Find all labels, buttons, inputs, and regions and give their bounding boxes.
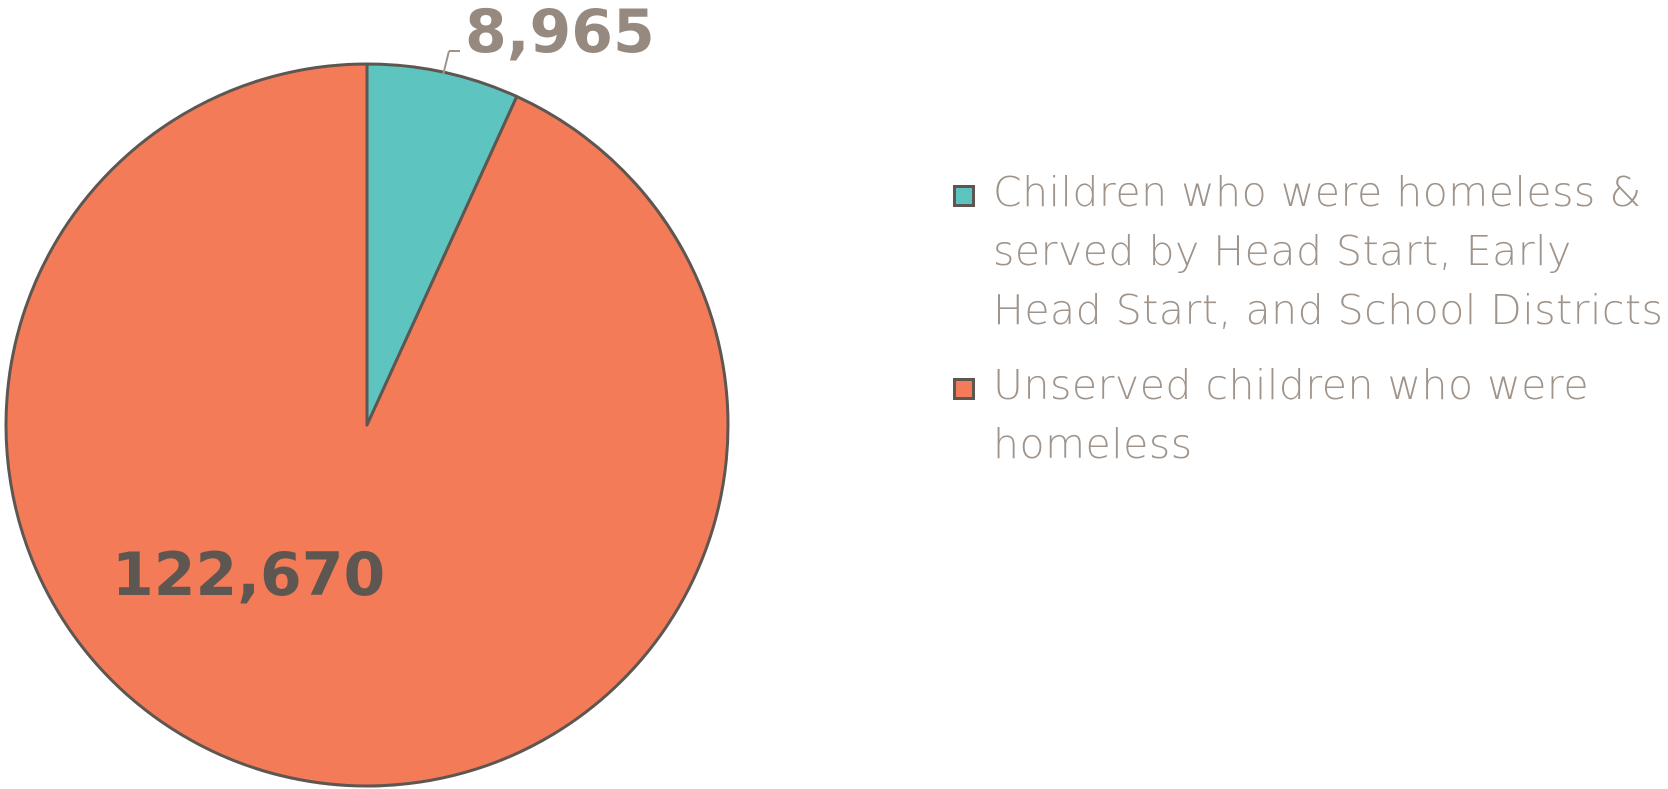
legend-item-unserved: Unserved children who were homeless (953, 356, 1665, 474)
pie-slice-unserved (4, 62, 730, 788)
legend-item-served: Children who were homeless & served by H… (953, 163, 1665, 340)
legend-swatch-unserved (953, 378, 975, 400)
data-label-served: 8,965 (465, 0, 655, 67)
legend: Children who were homeless & served by H… (953, 163, 1665, 490)
legend-label-served: Children who were homeless & served by H… (993, 168, 1664, 334)
pie-chart-plot: 8,965 122,670 (4, 0, 730, 788)
legend-label-unserved: Unserved children who were homeless (993, 361, 1590, 468)
leader-line (442, 50, 450, 75)
legend-swatch-served (953, 185, 975, 207)
data-label-unserved: 122,670 (112, 540, 385, 610)
